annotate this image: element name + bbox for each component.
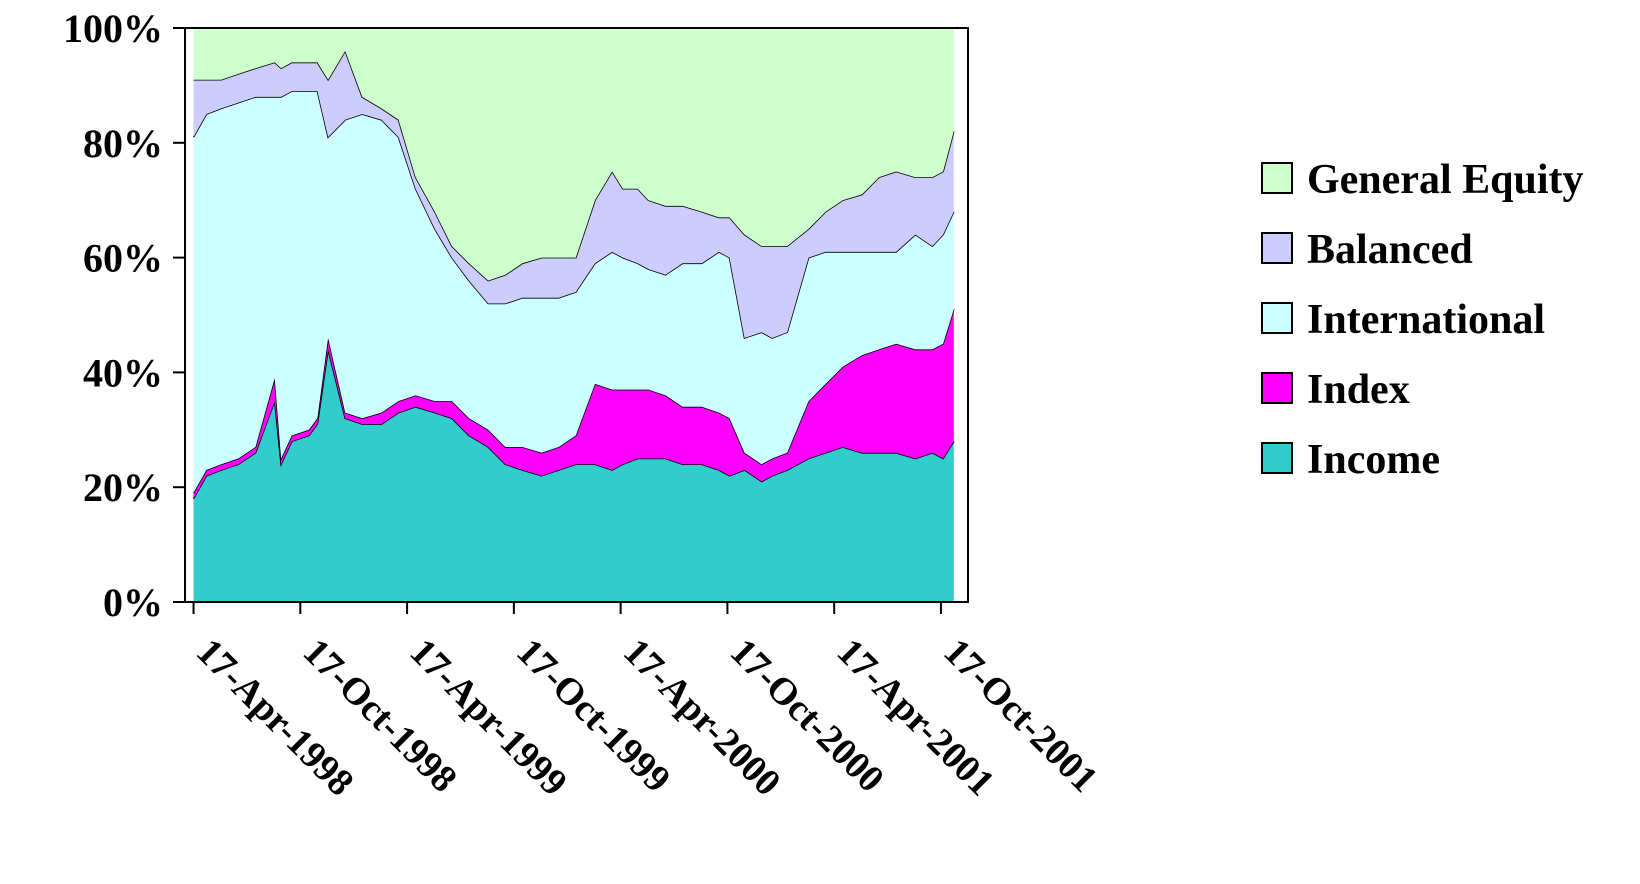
legend-swatch-general-equity: [1261, 162, 1293, 194]
y-tick-label: 80%: [83, 121, 163, 166]
legend-label-general-equity: General Equity: [1307, 157, 1584, 203]
legend-swatch-income: [1261, 442, 1293, 474]
legend-swatch-index: [1261, 372, 1293, 404]
legend-label-index: Index: [1307, 367, 1410, 413]
area-balanced: [193, 51, 954, 338]
area-general-equity: [193, 28, 954, 281]
area-international: [193, 91, 954, 493]
legend-label-balanced: Balanced: [1307, 227, 1473, 273]
y-tick-label: 40%: [83, 350, 163, 395]
y-tick-label: 100%: [63, 6, 163, 51]
plot-area-border: [184, 27, 969, 603]
y-tick-label: 20%: [83, 465, 163, 510]
legend-swatch-balanced: [1261, 232, 1293, 264]
area-income: [193, 349, 954, 602]
legend-swatch-international: [1261, 302, 1293, 334]
area-index: [193, 309, 954, 499]
y-tick-label: 60%: [83, 236, 163, 281]
y-tick-label: 0%: [103, 580, 163, 625]
legend-label-income: Income: [1307, 437, 1440, 483]
legend-label-international: International: [1307, 297, 1545, 343]
